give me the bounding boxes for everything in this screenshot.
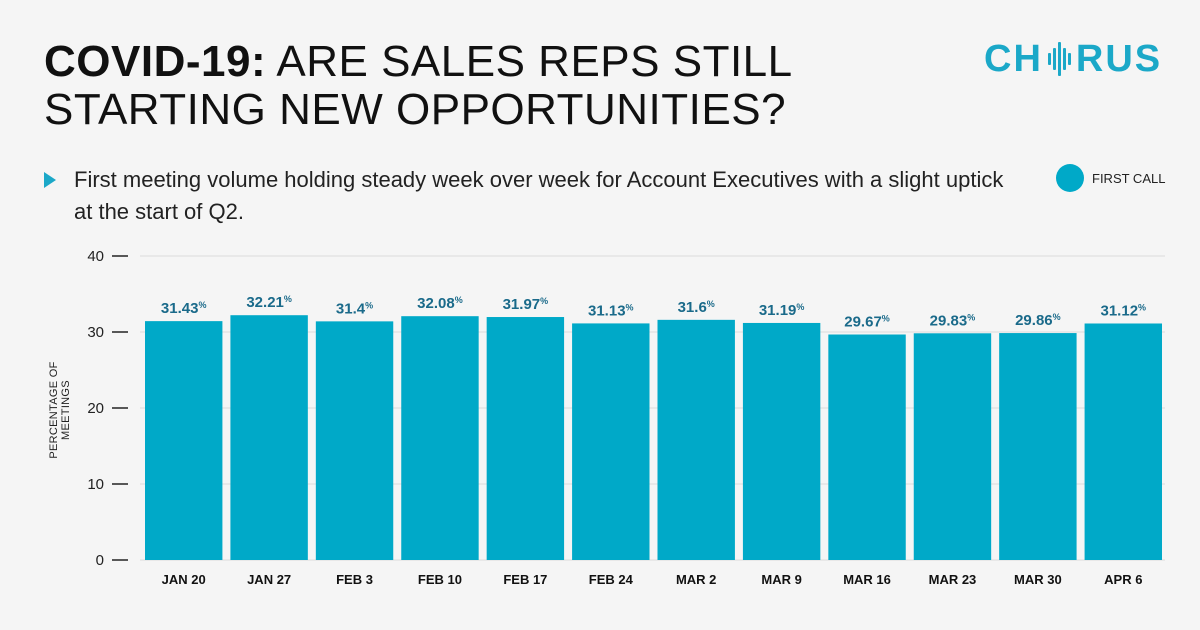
data-label: 31.43% bbox=[161, 300, 207, 317]
y-tick-label: 40 bbox=[87, 248, 104, 265]
bar bbox=[999, 333, 1077, 560]
logo-text-right: RUS bbox=[1075, 37, 1163, 80]
subtitle: First meeting volume holding steady week… bbox=[44, 164, 1004, 228]
data-label: 31.19% bbox=[759, 302, 805, 319]
data-label: 31.4% bbox=[336, 300, 373, 317]
data-label: 32.21% bbox=[246, 294, 292, 311]
legend-swatch bbox=[1056, 164, 1084, 192]
legend-label: FIRST CALL bbox=[1092, 170, 1166, 186]
title-rest: ARE SALES REPS STILL STARTING NEW OPPORT… bbox=[44, 37, 791, 134]
bar bbox=[572, 323, 650, 560]
data-label: 31.13% bbox=[588, 302, 634, 319]
bar bbox=[315, 321, 394, 560]
data-label-unit: % bbox=[455, 295, 463, 305]
bar bbox=[742, 322, 821, 560]
chart-title: COVID-19: ARE SALES REPS STILL STARTING … bbox=[44, 38, 944, 134]
data-label: 31.12% bbox=[1101, 302, 1147, 319]
y-tick-label: 0 bbox=[96, 552, 104, 569]
data-label-unit: % bbox=[1138, 302, 1146, 312]
data-label-unit: % bbox=[882, 314, 890, 324]
bar bbox=[230, 315, 308, 560]
bar bbox=[657, 319, 735, 560]
x-tick-label: MAR 16 bbox=[843, 572, 891, 587]
x-tick-label: MAR 30 bbox=[1014, 572, 1062, 587]
y-tick-label: 10 bbox=[87, 476, 104, 493]
data-label: 29.67% bbox=[844, 314, 890, 331]
data-label: 29.83% bbox=[930, 312, 976, 329]
x-tick-label: APR 6 bbox=[1104, 572, 1142, 587]
soundwave-icon bbox=[1047, 36, 1072, 82]
subtitle-text: First meeting volume holding steady week… bbox=[74, 167, 1004, 224]
bar bbox=[913, 333, 992, 560]
triangle-bullet-icon bbox=[44, 172, 56, 188]
logo-text-left: CH bbox=[984, 37, 1043, 80]
data-label: 31.97% bbox=[503, 296, 549, 313]
x-tick-label: MAR 9 bbox=[761, 572, 801, 587]
chorus-logo: CH RUS bbox=[984, 36, 1174, 82]
data-label-unit: % bbox=[284, 294, 292, 304]
bar bbox=[145, 321, 223, 560]
data-label: 29.86% bbox=[1015, 312, 1061, 329]
data-label-unit: % bbox=[707, 299, 715, 309]
y-tick-label: 30 bbox=[87, 324, 104, 341]
data-label-unit: % bbox=[796, 302, 804, 312]
bar bbox=[1084, 323, 1162, 560]
data-label: 32.08% bbox=[417, 295, 463, 312]
y-tick-label: 20 bbox=[87, 400, 104, 417]
bar bbox=[828, 334, 906, 560]
data-label-unit: % bbox=[1053, 312, 1061, 322]
data-label: 31.6% bbox=[678, 299, 715, 316]
x-tick-label: MAR 2 bbox=[676, 572, 716, 587]
title-bold: COVID-19: bbox=[44, 37, 267, 86]
x-tick-label: FEB 3 bbox=[336, 572, 373, 587]
data-label-unit: % bbox=[365, 300, 373, 310]
x-tick-label: FEB 24 bbox=[589, 572, 634, 587]
data-label-unit: % bbox=[626, 302, 634, 312]
data-label-unit: % bbox=[540, 296, 548, 306]
bar bbox=[401, 316, 479, 560]
x-tick-label: MAR 23 bbox=[929, 572, 977, 587]
x-tick-label: JAN 27 bbox=[247, 572, 291, 587]
data-label-unit: % bbox=[198, 300, 206, 310]
bar bbox=[486, 317, 565, 560]
x-tick-label: FEB 17 bbox=[503, 572, 547, 587]
x-tick-label: JAN 20 bbox=[162, 572, 206, 587]
legend: FIRST CALL bbox=[1056, 164, 1165, 192]
data-label-unit: % bbox=[967, 312, 975, 322]
x-tick-label: FEB 10 bbox=[418, 572, 462, 587]
